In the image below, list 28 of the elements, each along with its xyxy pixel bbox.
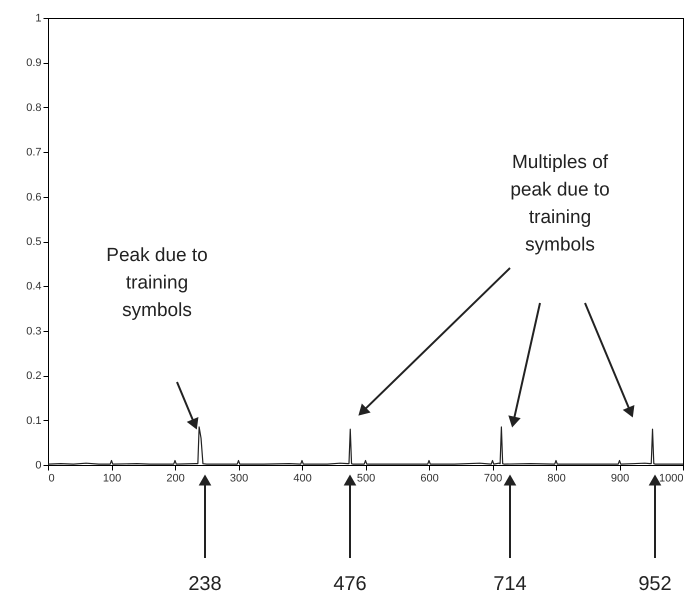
y-tick-label: 1 xyxy=(35,12,42,24)
y-tick-label: 0.2 xyxy=(26,370,42,382)
y-tick-label: 0.6 xyxy=(26,191,42,204)
x-tick-label: 500 xyxy=(356,472,376,484)
x-tick-label: 300 xyxy=(230,472,248,484)
x-tick-label: 800 xyxy=(547,472,566,484)
annotation: Multiples of peak due to training symbols xyxy=(510,152,610,256)
text: 714 xyxy=(493,573,527,595)
y-tick-label: 0.4 xyxy=(26,280,42,293)
y-tick-label: 0 xyxy=(35,460,42,472)
annotation: Peak due to training symbols xyxy=(106,245,208,321)
x-tick-label: 600 xyxy=(420,472,439,484)
x-tick-label: 100 xyxy=(102,472,122,484)
x-tick-label: 200 xyxy=(166,472,185,484)
y-tick-label: 0.5 xyxy=(26,236,42,248)
x-tick-label: 0 xyxy=(48,472,55,484)
y-tick-label: 0.8 xyxy=(26,102,42,114)
text: 952 xyxy=(638,573,672,595)
x-tick-label: 900 xyxy=(610,472,630,484)
x-tick-label: 1000 xyxy=(659,472,684,484)
text: 476 xyxy=(333,573,367,595)
y-tick-label: 0.3 xyxy=(26,325,42,338)
text: 238 xyxy=(188,573,222,595)
y-tick-label: 0.9 xyxy=(26,57,42,70)
y-tick-label: 0.1 xyxy=(26,414,42,427)
x-tick-label: 700 xyxy=(484,472,502,484)
x-tick-label: 400 xyxy=(293,472,312,484)
y-tick-label: 0.7 xyxy=(26,146,42,159)
